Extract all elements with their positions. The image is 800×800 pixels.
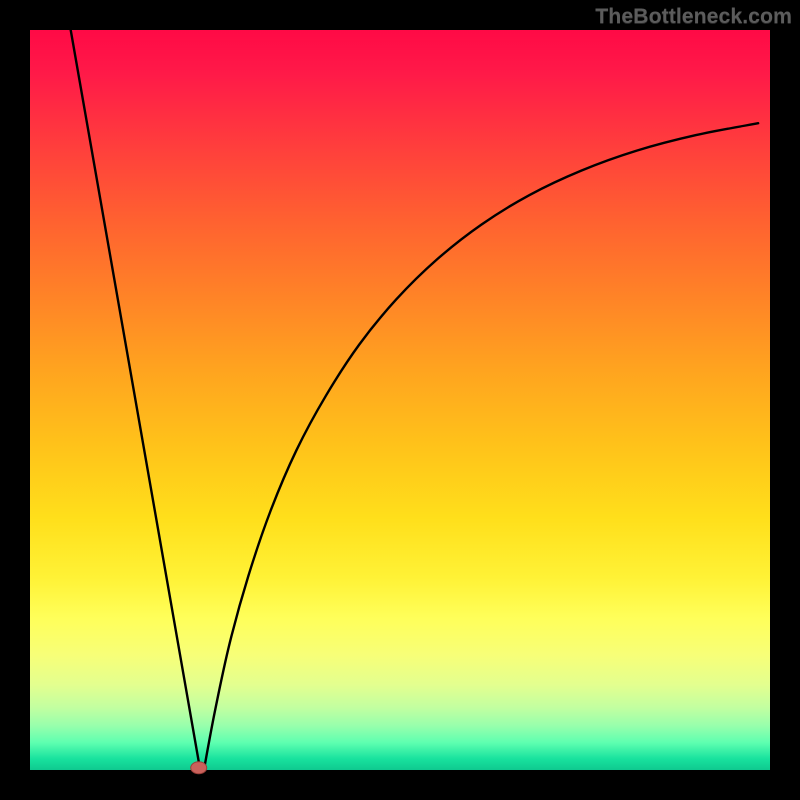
chart-stage: TheBottleneck.com (0, 0, 800, 800)
plot-area (30, 30, 770, 770)
minimum-marker (191, 762, 207, 774)
chart-svg (0, 0, 800, 800)
watermark-text: TheBottleneck.com (595, 4, 792, 29)
